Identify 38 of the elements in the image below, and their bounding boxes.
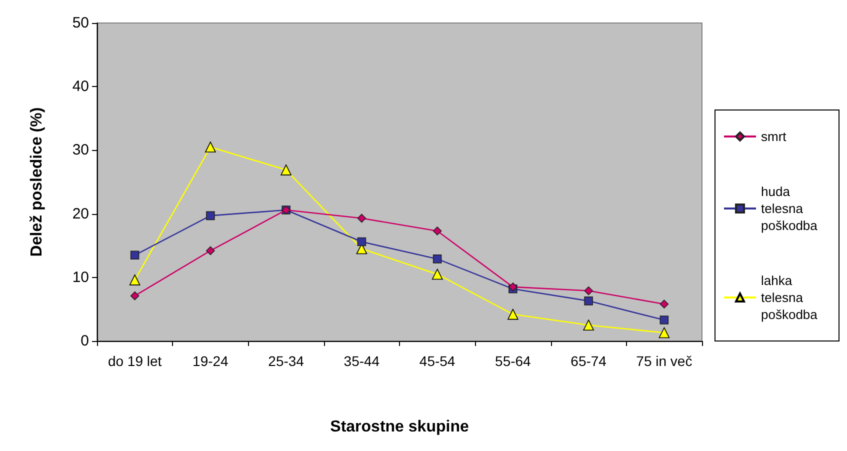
point <box>432 254 442 264</box>
x-tick-label: 35-44 <box>344 353 380 369</box>
point <box>660 300 669 309</box>
y-tick-label: 50 <box>72 14 89 32</box>
point <box>205 142 216 152</box>
point <box>432 268 443 280</box>
legend-label: huda telesna poškodba <box>761 184 818 233</box>
y-axis-title: Delež posledice (%) <box>28 107 46 257</box>
y-tick-label: 0 <box>80 332 89 350</box>
x-tick-label: do 19 let <box>108 353 162 369</box>
point <box>206 246 215 256</box>
y-tick-label: 30 <box>72 142 89 159</box>
point <box>584 296 593 306</box>
point <box>583 320 594 330</box>
x-tick-label: 65-74 <box>570 353 607 369</box>
point <box>280 164 292 176</box>
point <box>584 286 593 296</box>
y-tick-label: 10 <box>72 268 89 286</box>
point <box>357 237 366 246</box>
x-tick-label: 55-64 <box>495 353 532 369</box>
point <box>658 327 670 338</box>
legend-label: lahka telesna poškodba <box>761 273 818 322</box>
point <box>508 308 518 320</box>
x-tick-label: 45-54 <box>419 353 456 369</box>
x-axis-title: Starostne skupine <box>330 418 469 436</box>
x-tick-label: 19-24 <box>192 353 229 369</box>
legend-label: smrt <box>761 129 787 144</box>
point <box>432 226 442 236</box>
y-tick-label: 40 <box>72 78 89 96</box>
x-tick-label: 25-34 <box>268 353 304 369</box>
x-tick-label: 75 in več <box>636 353 692 369</box>
point <box>130 250 140 260</box>
y-tick-label: 20 <box>72 205 89 222</box>
point <box>130 291 140 300</box>
point <box>357 214 366 223</box>
point <box>129 274 140 286</box>
point <box>206 211 215 220</box>
point <box>660 316 669 324</box>
